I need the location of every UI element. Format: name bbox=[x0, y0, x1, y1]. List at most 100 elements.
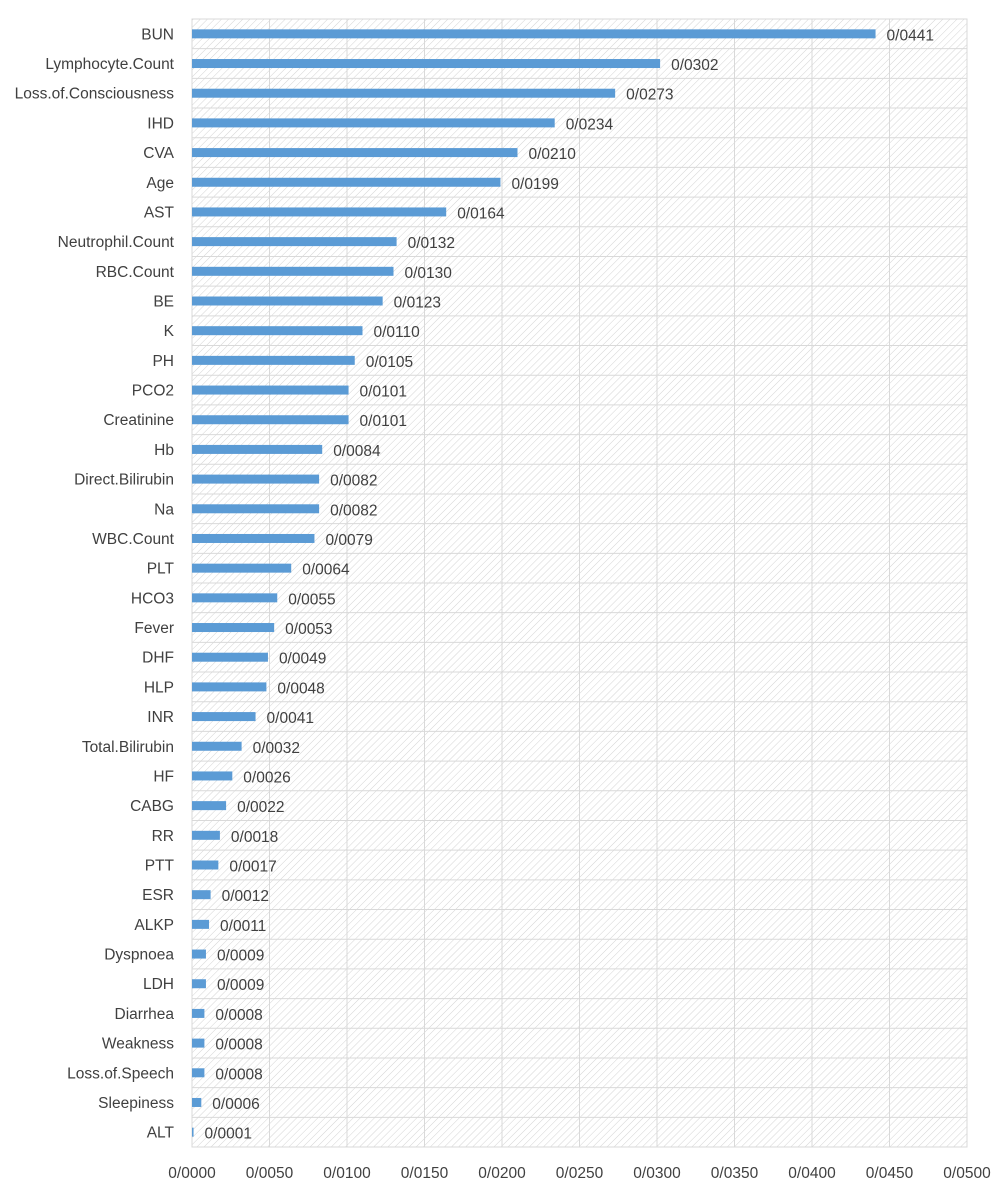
data-label: 0/0018 bbox=[231, 829, 278, 846]
bar bbox=[192, 890, 211, 900]
bars bbox=[192, 29, 876, 1137]
category-label: Hb bbox=[154, 442, 174, 459]
category-label: Fever bbox=[134, 620, 174, 637]
x-tick-label: 0/0000 bbox=[168, 1165, 216, 1182]
data-label: 0/0105 bbox=[366, 354, 413, 371]
category-label: ALKP bbox=[134, 917, 174, 934]
bar bbox=[192, 207, 447, 217]
category-label: BE bbox=[153, 294, 174, 311]
category-label: CVA bbox=[143, 145, 174, 162]
bar bbox=[192, 860, 219, 870]
bar bbox=[192, 266, 394, 276]
bar bbox=[192, 949, 206, 959]
bar bbox=[192, 979, 206, 989]
bar bbox=[192, 88, 616, 98]
category-label: LDH bbox=[143, 976, 174, 993]
data-label: 0/0084 bbox=[333, 443, 381, 460]
bar bbox=[192, 59, 661, 69]
x-tick-label: 0/0300 bbox=[633, 1165, 681, 1182]
bar bbox=[192, 326, 363, 336]
bar bbox=[192, 652, 268, 662]
category-label: AST bbox=[144, 204, 175, 221]
bar bbox=[192, 29, 876, 39]
data-label: 0/0032 bbox=[253, 740, 300, 757]
bar bbox=[192, 741, 242, 751]
data-label: 0/0064 bbox=[302, 562, 350, 579]
category-label: HF bbox=[153, 768, 174, 785]
data-label: 0/0009 bbox=[217, 977, 264, 994]
data-label: 0/0053 bbox=[285, 621, 332, 638]
data-label: 0/0012 bbox=[222, 888, 269, 905]
data-label: 0/0273 bbox=[626, 87, 673, 104]
category-label: INR bbox=[147, 709, 174, 726]
bar bbox=[192, 355, 355, 365]
bar bbox=[192, 593, 278, 603]
category-label: WBC.Count bbox=[92, 531, 175, 548]
category-label: DHF bbox=[142, 650, 174, 667]
category-label: Neutrophil.Count bbox=[58, 234, 175, 251]
bar bbox=[192, 385, 349, 395]
data-label: 0/0022 bbox=[237, 799, 284, 816]
bar bbox=[192, 771, 233, 781]
data-label: 0/0082 bbox=[330, 473, 377, 490]
bar bbox=[192, 623, 275, 633]
category-label: IHD bbox=[147, 115, 174, 132]
data-label: 0/0130 bbox=[405, 265, 453, 282]
data-label: 0/0079 bbox=[325, 532, 372, 549]
x-tick-label: 0/0100 bbox=[323, 1165, 371, 1182]
data-label: 0/0041 bbox=[267, 710, 314, 727]
category-label: Loss.of.Speech bbox=[67, 1065, 174, 1082]
data-label: 0/0001 bbox=[205, 1126, 252, 1143]
data-label: 0/0210 bbox=[529, 146, 577, 163]
data-labels: 0/0441 0/0302 0/0273 0/0234 0/0210 0/0199 0/01… bbox=[205, 27, 934, 1142]
x-tick-label: 0/0050 bbox=[246, 1165, 294, 1182]
data-label: 0/0123 bbox=[394, 295, 441, 312]
category-label: Loss.of.Consciousness bbox=[15, 86, 175, 103]
category-label: PH bbox=[152, 353, 174, 370]
data-label: 0/0048 bbox=[277, 680, 324, 697]
bar bbox=[192, 830, 220, 840]
category-label: RBC.Count bbox=[96, 264, 175, 281]
data-label: 0/0008 bbox=[215, 1066, 262, 1083]
data-label: 0/0049 bbox=[279, 651, 326, 668]
category-label: BUN bbox=[141, 26, 174, 43]
category-label: Diarrhea bbox=[115, 1006, 175, 1023]
bar bbox=[192, 296, 383, 306]
category-label: ESR bbox=[142, 887, 174, 904]
bar bbox=[192, 563, 292, 573]
bar bbox=[192, 1068, 205, 1078]
category-label: ALT bbox=[147, 1125, 175, 1142]
data-label: 0/0101 bbox=[360, 413, 407, 430]
bar bbox=[192, 1008, 205, 1018]
category-label: K bbox=[164, 323, 175, 340]
data-label: 0/0055 bbox=[288, 591, 335, 608]
data-label: 0/0006 bbox=[212, 1096, 259, 1113]
category-label: CABG bbox=[130, 798, 174, 815]
bar bbox=[192, 801, 227, 811]
data-label: 0/0302 bbox=[671, 57, 718, 74]
category-label: Sleepiness bbox=[98, 1095, 174, 1112]
data-label: 0/0008 bbox=[215, 1037, 262, 1054]
gridlines bbox=[191, 18, 968, 1148]
category-label: PTT bbox=[145, 858, 175, 875]
bar bbox=[192, 415, 349, 425]
category-label: Direct.Bilirubin bbox=[74, 472, 174, 489]
category-label: Total.Bilirubin bbox=[82, 739, 174, 756]
x-tick-label: 0/0200 bbox=[478, 1165, 526, 1182]
data-label: 0/0082 bbox=[330, 502, 377, 519]
bar bbox=[192, 177, 501, 187]
x-axis-ticks: 0/0000 0/0050 0/0100 0/0150 0/0200 0/0250 0/03… bbox=[168, 1165, 991, 1182]
category-label: Dyspnoea bbox=[104, 947, 174, 964]
bar bbox=[192, 118, 555, 128]
x-tick-label: 0/0400 bbox=[788, 1165, 836, 1182]
category-label: Creatinine bbox=[103, 412, 174, 429]
bar bbox=[192, 1038, 205, 1048]
bar bbox=[192, 712, 256, 722]
category-label: Age bbox=[146, 175, 174, 192]
x-tick-label: 0/0250 bbox=[556, 1165, 604, 1182]
bar bbox=[192, 1127, 194, 1137]
x-tick-label: 0/0350 bbox=[711, 1165, 759, 1182]
x-tick-label: 0/0500 bbox=[943, 1165, 991, 1182]
data-label: 0/0132 bbox=[408, 235, 455, 252]
category-labels: BUN Lymphocyte.Count Loss.of.Consciousness… bbox=[15, 26, 175, 1141]
